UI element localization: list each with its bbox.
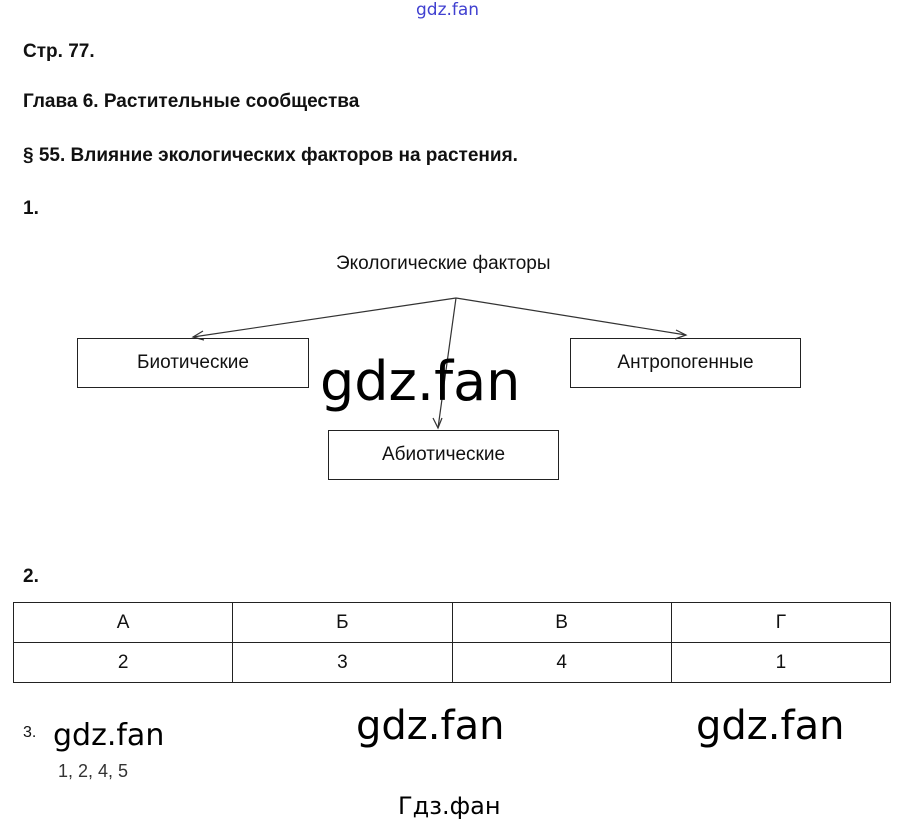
diagram-root: Экологические факторы xyxy=(336,253,551,274)
table-cell: А xyxy=(12,602,234,643)
task-3-answer: 1, 2, 4, 5 xyxy=(58,761,129,781)
table-cell: 2 xyxy=(12,642,234,683)
watermark-row3-mid: gdz.fan xyxy=(356,703,505,749)
diagram-arrows xyxy=(191,297,688,430)
section-title: § 55. Влияние экологических факторов на … xyxy=(23,145,518,166)
box-anthropogenic: Антропогенные xyxy=(570,338,801,388)
arrow-anthropogenic xyxy=(455,297,687,336)
arrow-abiotic xyxy=(437,297,457,429)
table-row: 2 3 4 1 xyxy=(12,642,892,683)
box-biotic: Биотические xyxy=(77,338,309,388)
table-cell: 4 xyxy=(451,642,672,683)
arrow-biotic xyxy=(192,297,457,338)
task-2-number: 2. xyxy=(23,566,39,587)
watermark-row3-left: gdz.fan xyxy=(53,718,165,753)
table-cell: 3 xyxy=(232,642,453,683)
table-cell: В xyxy=(451,602,672,643)
table-cell: Г xyxy=(670,602,892,643)
watermark-center: gdz.fan xyxy=(320,350,521,413)
table-header-row: А Б В Г xyxy=(12,602,892,643)
watermark-bottom: Гдз.фан xyxy=(398,792,501,820)
answer-table: А Б В Г 2 3 4 1 xyxy=(12,602,892,683)
box-abiotic: Абиотические xyxy=(328,430,559,480)
table-cell: Б xyxy=(232,602,453,643)
page-number: Стр. 77. xyxy=(23,41,95,62)
watermark-top: gdz.fan xyxy=(416,0,480,20)
table-cell: 1 xyxy=(670,642,892,683)
watermark-row3-right: gdz.fan xyxy=(696,703,845,749)
chapter-title: Глава 6. Растительные сообщества xyxy=(23,91,360,112)
task-1-number: 1. xyxy=(23,198,39,219)
task-3-number: 3. xyxy=(23,724,37,741)
